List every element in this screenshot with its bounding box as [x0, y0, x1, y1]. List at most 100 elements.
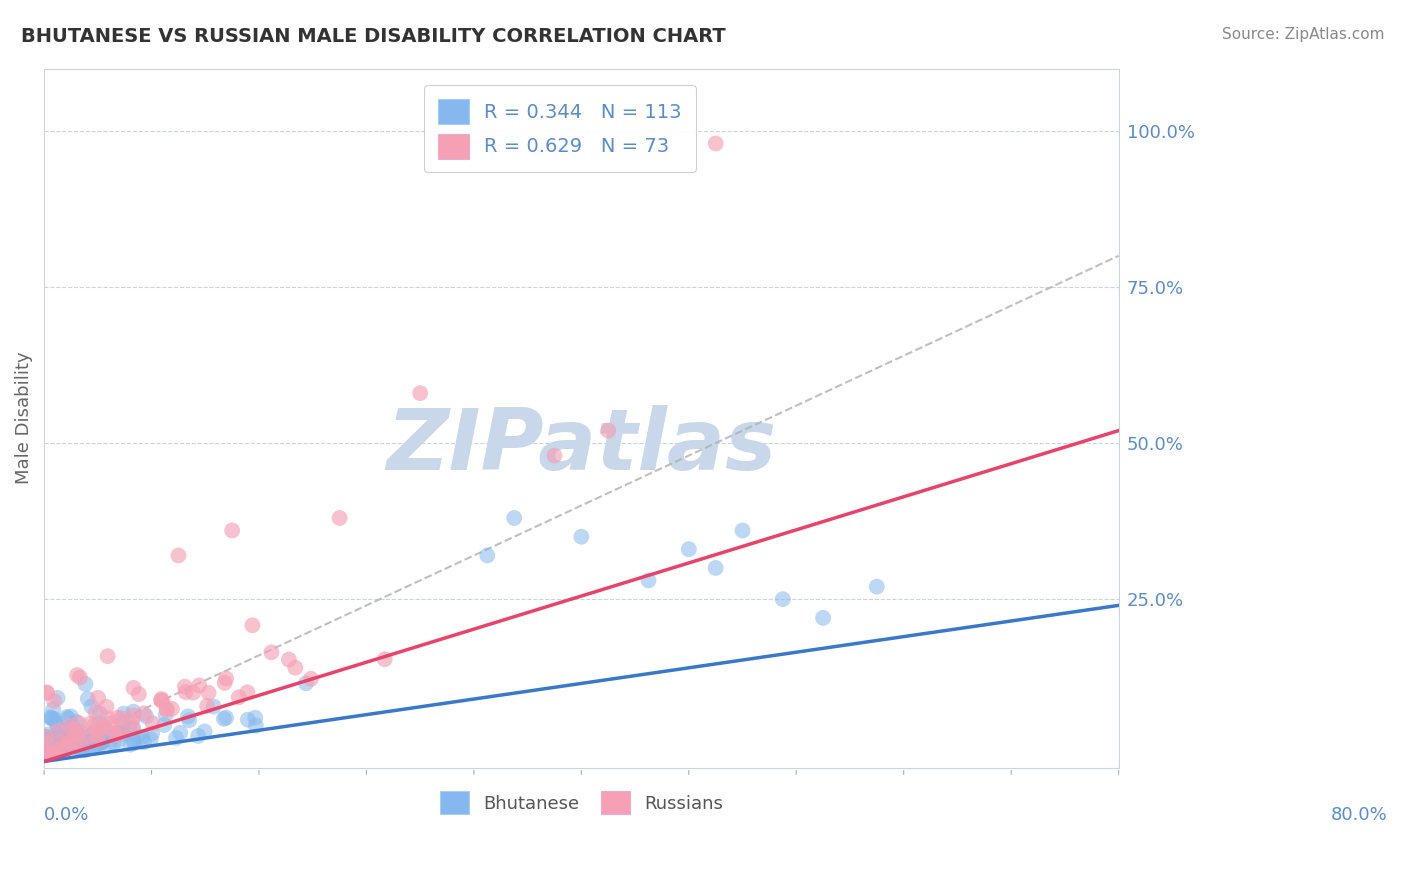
- Text: Source: ZipAtlas.com: Source: ZipAtlas.com: [1222, 27, 1385, 42]
- Point: [44, 712, 66, 726]
- Point: [236, 713, 259, 727]
- Point: [80, 699, 103, 714]
- Point: [277, 652, 299, 666]
- Point: [131, 730, 153, 744]
- Point: [122, 721, 145, 735]
- Point: [72, 740, 94, 755]
- Point: [174, 685, 197, 699]
- Point: [150, 694, 173, 708]
- Point: [60, 733, 83, 747]
- Point: [111, 727, 134, 741]
- Point: [89, 706, 111, 721]
- Point: [41, 711, 63, 725]
- Point: [91, 734, 114, 748]
- Point: [38, 733, 60, 747]
- Point: [150, 693, 173, 707]
- Point: [45, 731, 67, 745]
- Point: [44, 744, 66, 758]
- Point: [181, 686, 204, 700]
- Point: [543, 449, 565, 463]
- Legend: Bhutanese, Russians: Bhutanese, Russians: [433, 784, 730, 822]
- Point: [96, 699, 118, 714]
- Point: [38, 746, 60, 760]
- Point: [108, 724, 131, 739]
- Point: [44, 694, 66, 708]
- Point: [111, 711, 134, 725]
- Point: [284, 661, 307, 675]
- Point: [70, 724, 93, 739]
- Point: [374, 652, 396, 666]
- Point: [125, 730, 148, 744]
- Point: [37, 736, 59, 750]
- Point: [167, 549, 190, 563]
- Point: [67, 740, 90, 755]
- Y-axis label: Male Disability: Male Disability: [15, 351, 32, 484]
- Point: [704, 136, 727, 151]
- Point: [77, 734, 100, 748]
- Point: [53, 739, 76, 754]
- Point: [67, 727, 90, 741]
- Point: [132, 735, 155, 749]
- Point: [44, 744, 66, 758]
- Text: BHUTANESE VS RUSSIAN MALE DISABILITY CORRELATION CHART: BHUTANESE VS RUSSIAN MALE DISABILITY COR…: [21, 27, 725, 45]
- Point: [46, 723, 69, 738]
- Point: [35, 737, 58, 751]
- Point: [67, 741, 90, 756]
- Point: [122, 681, 145, 695]
- Point: [44, 742, 66, 756]
- Point: [212, 712, 235, 726]
- Point: [141, 726, 163, 740]
- Point: [477, 549, 499, 563]
- Point: [94, 724, 117, 739]
- Point: [38, 746, 60, 760]
- Point: [75, 743, 97, 757]
- Point: [55, 725, 77, 739]
- Point: [53, 739, 76, 753]
- Point: [55, 710, 77, 724]
- Point: [150, 692, 173, 706]
- Point: [242, 618, 264, 632]
- Point: [105, 728, 128, 742]
- Point: [142, 716, 165, 731]
- Point: [48, 720, 70, 734]
- Point: [34, 746, 56, 760]
- Point: [98, 736, 121, 750]
- Point: [260, 645, 283, 659]
- Point: [132, 706, 155, 721]
- Point: [569, 530, 592, 544]
- Point: [153, 718, 176, 732]
- Point: [42, 702, 65, 716]
- Point: [107, 711, 129, 725]
- Point: [59, 709, 82, 723]
- Point: [38, 746, 60, 760]
- Point: [60, 723, 83, 737]
- Point: [83, 718, 105, 732]
- Point: [245, 711, 267, 725]
- Point: [59, 734, 82, 748]
- Point: [221, 524, 243, 538]
- Point: [77, 736, 100, 750]
- Point: [66, 731, 89, 746]
- Point: [35, 744, 58, 758]
- Point: [79, 716, 101, 731]
- Point: [329, 511, 352, 525]
- Point: [58, 734, 80, 748]
- Point: [84, 706, 107, 720]
- Point: [245, 718, 267, 732]
- Point: [731, 524, 754, 538]
- Point: [35, 747, 58, 762]
- Point: [58, 739, 80, 753]
- Point: [214, 676, 236, 690]
- Point: [56, 741, 79, 756]
- Point: [165, 731, 187, 745]
- Point: [90, 722, 112, 736]
- Point: [122, 705, 145, 719]
- Point: [128, 687, 150, 701]
- Point: [77, 740, 100, 755]
- Point: [228, 690, 250, 705]
- Point: [48, 744, 70, 758]
- Point: [76, 691, 98, 706]
- Point: [46, 729, 69, 743]
- Point: [202, 699, 225, 714]
- Point: [53, 738, 76, 752]
